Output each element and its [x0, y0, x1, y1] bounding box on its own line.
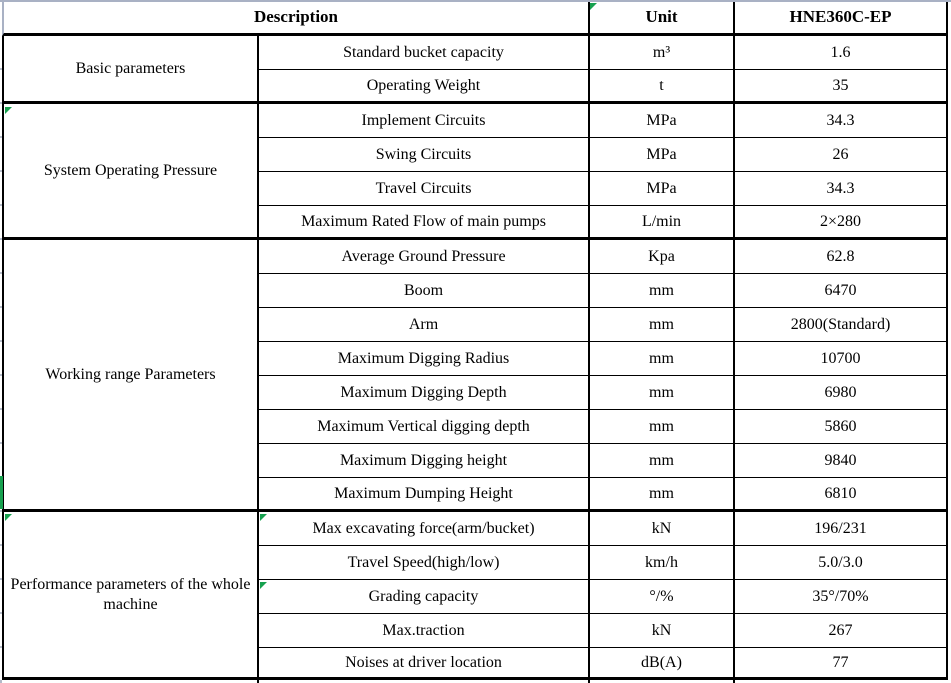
value-cell: 35 — [735, 70, 948, 104]
param-cell: Maximum Digging Radius — [259, 342, 590, 376]
value-cell: 34.3 — [735, 104, 948, 138]
value-cell: 9840 — [735, 444, 948, 478]
value-cell: 34.3 — [735, 172, 948, 206]
unit-cell: mm — [590, 444, 735, 478]
value-cell: 77 — [735, 648, 948, 680]
border-stub — [257, 680, 259, 683]
value-cell: 196/231 — [735, 512, 948, 546]
param-cell: Maximum Rated Flow of main pumps — [259, 206, 590, 240]
param-cell: Swing Circuits — [259, 138, 590, 172]
unit-cell: mm — [590, 410, 735, 444]
category-cell: System Operating Pressure — [2, 104, 259, 240]
value-cell: 26 — [735, 138, 948, 172]
param-cell: Average Ground Pressure — [259, 240, 590, 274]
category-cell: Performance parameters of the whole mach… — [2, 512, 259, 680]
error-indicator-icon — [5, 107, 12, 114]
unit-cell: MPa — [590, 172, 735, 206]
value-cell: 5.0/3.0 — [735, 546, 948, 580]
unit-cell: m³ — [590, 36, 735, 70]
top-gridline — [0, 0, 951, 2]
unit-cell: kN — [590, 512, 735, 546]
unit-cell: MPa — [590, 138, 735, 172]
value-cell: 267 — [735, 614, 948, 648]
row-gridline-ticks — [0, 36, 2, 680]
unit-cell: mm — [590, 376, 735, 410]
param-cell: Max.traction — [259, 614, 590, 648]
error-indicator-icon — [260, 514, 267, 521]
value-cell: 1.6 — [735, 36, 948, 70]
header-unit: Unit — [590, 0, 735, 36]
param-cell: Arm — [259, 308, 590, 342]
unit-cell: kN — [590, 614, 735, 648]
value-cell: 2800(Standard) — [735, 308, 948, 342]
header-model: HNE360C-EP — [735, 0, 948, 36]
param-cell: Grading capacity — [259, 580, 590, 614]
param-cell: Max excavating force(arm/bucket) — [259, 512, 590, 546]
value-cell: 6980 — [735, 376, 948, 410]
param-cell: Noises at driver location — [259, 648, 590, 680]
value-cell: 5860 — [735, 410, 948, 444]
param-cell: Boom — [259, 274, 590, 308]
unit-cell: MPa — [590, 104, 735, 138]
param-cell: Standard bucket capacity — [259, 36, 590, 70]
unit-cell: L/min — [590, 206, 735, 240]
param-cell: Travel Speed(high/low) — [259, 546, 590, 580]
green-marker-bar — [0, 476, 3, 509]
param-cell: Maximum Dumping Height — [259, 478, 590, 512]
header-description: Description — [2, 0, 590, 36]
value-cell: 6810 — [735, 478, 948, 512]
border-stub — [588, 680, 590, 683]
unit-cell: mm — [590, 308, 735, 342]
border-stub — [733, 680, 735, 683]
value-cell: 62.8 — [735, 240, 948, 274]
param-cell: Maximum Digging height — [259, 444, 590, 478]
error-indicator-icon — [590, 3, 597, 10]
error-indicator-icon — [5, 514, 12, 521]
param-cell: Maximum Digging Depth — [259, 376, 590, 410]
gridline-stub — [0, 680, 2, 683]
param-cell: Implement Circuits — [259, 104, 590, 138]
value-cell: 6470 — [735, 274, 948, 308]
value-cell: 35°/70% — [735, 580, 948, 614]
param-cell: Operating Weight — [259, 70, 590, 104]
unit-cell: Kpa — [590, 240, 735, 274]
param-cell: Travel Circuits — [259, 172, 590, 206]
unit-cell: t — [590, 70, 735, 104]
unit-cell: mm — [590, 274, 735, 308]
unit-cell: km/h — [590, 546, 735, 580]
unit-cell: °/% — [590, 580, 735, 614]
value-cell: 2×280 — [735, 206, 948, 240]
unit-cell: dB(A) — [590, 648, 735, 680]
category-cell: Working range Parameters — [2, 240, 259, 512]
param-cell: Maximum Vertical digging depth — [259, 410, 590, 444]
error-indicator-icon — [260, 582, 267, 589]
unit-cell: mm — [590, 342, 735, 376]
value-cell: 10700 — [735, 342, 948, 376]
unit-cell: mm — [590, 478, 735, 512]
category-cell: Basic parameters — [2, 36, 259, 104]
